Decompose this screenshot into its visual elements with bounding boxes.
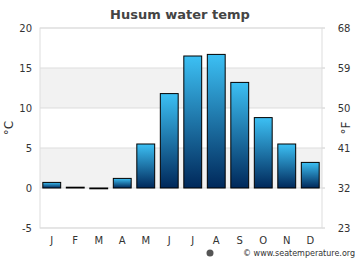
plot-frame (40, 28, 322, 228)
y-tick-label: 20 (19, 23, 32, 34)
x-tick-label: D (306, 235, 314, 246)
bar (90, 188, 108, 190)
bar (160, 94, 178, 188)
x-tick-label: N (283, 235, 290, 246)
y-tick-label: 15 (19, 63, 32, 74)
bar (207, 54, 225, 188)
x-tick-label: S (237, 235, 243, 246)
y2-tick-label: 41 (338, 143, 351, 154)
y2-tick-label: 50 (338, 103, 351, 114)
x-tick-label: A (213, 235, 220, 246)
y-axis-label: °C (2, 121, 16, 135)
x-tick-label: M (94, 235, 103, 246)
y2-tick-label: 59 (338, 63, 351, 74)
y-tick-label: -5 (22, 223, 32, 234)
bar (66, 187, 84, 189)
y2-axis-label: °F (339, 121, 353, 134)
x-tick-label: J (49, 235, 53, 246)
chart: Husum water temp -5 0 5 10 15 20 23 32 41 50 59 68 °C… (0, 0, 360, 260)
x-tick-label: J (167, 235, 171, 246)
bar (301, 162, 319, 188)
y-tick-label: 10 (19, 103, 32, 114)
source-icon (207, 250, 214, 257)
bar (278, 144, 296, 188)
bar (254, 118, 272, 188)
bar (137, 144, 155, 188)
bar (113, 178, 131, 188)
y2-tick-label: 68 (338, 23, 351, 34)
grid-line (40, 108, 322, 109)
x-tick-label: M (141, 235, 150, 246)
x-tick-label: F (72, 235, 78, 246)
x-tick-label: J (190, 235, 194, 246)
bar (231, 82, 249, 188)
bar (184, 56, 202, 188)
x-tick-label: O (259, 235, 267, 246)
title: Husum water temp (110, 7, 250, 22)
y2-tick-label: 32 (338, 183, 351, 194)
grid-band (40, 68, 322, 108)
grid-line (40, 68, 322, 69)
source: © www.seatemperature.org (243, 249, 355, 258)
bar (43, 182, 61, 188)
bars (43, 54, 319, 188)
y-tick-label: 5 (26, 143, 32, 154)
y-tick-label: 0 (26, 183, 32, 194)
x-tick-label: A (119, 235, 126, 246)
y2-tick-label: 23 (338, 223, 351, 234)
